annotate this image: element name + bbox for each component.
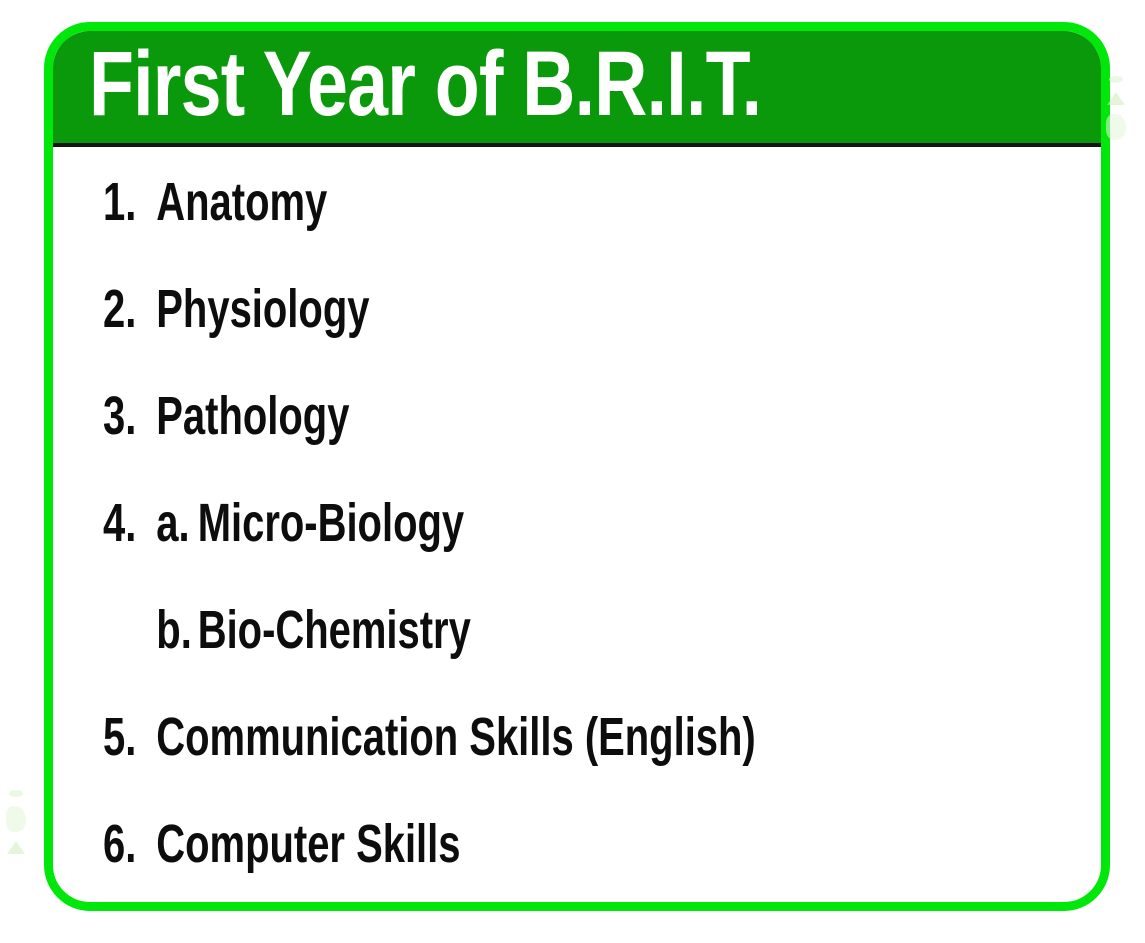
panel-header: First Year of B.R.I.T. [53, 31, 1101, 147]
item-number: 3. [103, 386, 137, 446]
list-item-bio-chemistry: b. Bio-Chemistry [103, 600, 842, 710]
item-number: 1. [103, 172, 137, 232]
item-label: Communication Skills (English) [156, 707, 756, 767]
item-label: Micro-Biology [197, 493, 465, 553]
list-item-communication-skills: 5. Communication Skills (English) [103, 707, 842, 817]
item-number: 2. [103, 279, 137, 339]
list-item-micro-biology: 4. a. Micro-Biology [103, 493, 842, 603]
item-number: 4. [103, 493, 137, 553]
list-item-computer-skills: 6. Computer Skills [103, 814, 842, 902]
item-subletter: b. [156, 600, 192, 660]
item-label: Pathology [156, 386, 350, 446]
item-label: Bio-Chemistry [197, 600, 471, 660]
item-label: Anatomy [156, 172, 328, 232]
list-item-anatomy: 1. Anatomy [103, 172, 842, 282]
list-item-pathology: 3. Pathology [103, 386, 842, 496]
item-subletter: a. [156, 493, 190, 553]
item-label: Computer Skills [156, 814, 461, 874]
subject-list: 1. Anatomy 2. Physiology 3. Pathology 4.… [53, 147, 1101, 902]
item-number: 6. [103, 814, 137, 874]
page-title: First Year of B.R.I.T. [89, 33, 762, 135]
item-label: Physiology [156, 279, 370, 339]
list-item-physiology: 2. Physiology [103, 279, 842, 389]
smudge-artifact-icon [6, 790, 26, 854]
course-panel: First Year of B.R.I.T. 1. Anatomy 2. Phy… [44, 22, 1110, 911]
item-number: 5. [103, 707, 137, 767]
